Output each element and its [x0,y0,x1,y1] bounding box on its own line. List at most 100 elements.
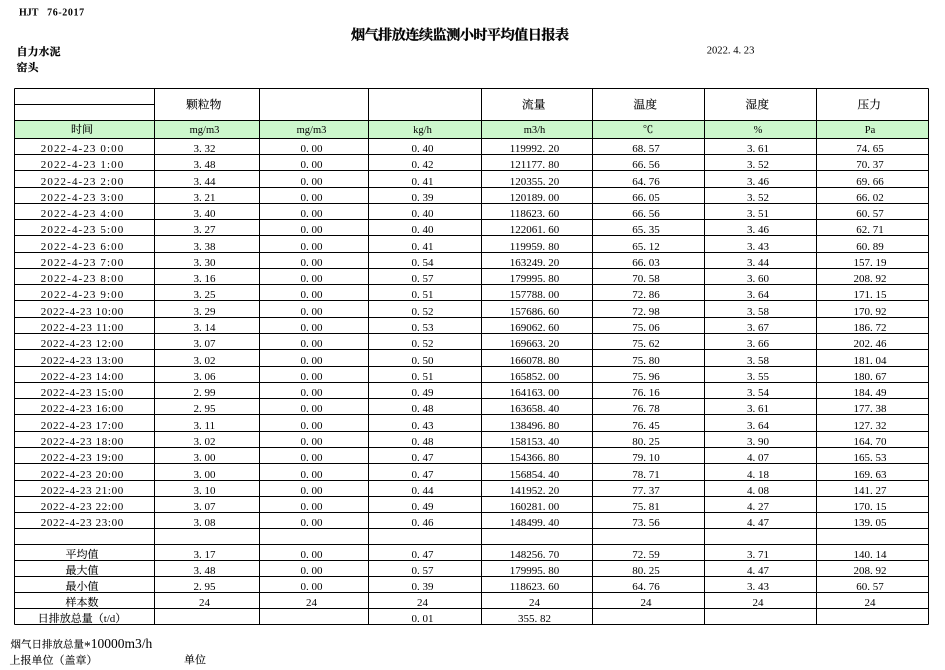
svg-text:2022-4-23 14:00: 2022-4-23 14:00 [41,371,124,383]
svg-text:40: 40 [423,208,435,220]
svg-text:68.: 68. [632,143,646,155]
svg-text:141952.: 141952. [510,485,546,497]
svg-text:66.: 66. [632,208,646,220]
svg-text:80: 80 [548,420,560,432]
svg-text:0.: 0. [412,338,421,350]
svg-text:89: 89 [873,241,885,253]
svg-text:15: 15 [876,501,888,513]
svg-text:0.: 0. [412,159,421,171]
svg-text:80.: 80. [632,436,646,448]
svg-text:45: 45 [649,420,661,432]
svg-text:0.: 0. [301,338,310,350]
svg-text:66.: 66. [632,257,646,269]
svg-text:3.: 3. [747,581,756,593]
svg-text:70: 70 [876,436,888,448]
svg-text:0.: 0. [301,143,310,155]
svg-text:0.: 0. [412,613,421,625]
svg-text:06: 06 [649,322,661,334]
svg-text:70.: 70. [632,273,646,285]
svg-text:66: 66 [758,338,770,350]
svg-text:0.: 0. [412,273,421,285]
svg-text:72.: 72. [632,549,646,561]
svg-text:07: 07 [758,452,770,464]
svg-text:08: 08 [758,485,770,497]
svg-text:3.: 3. [194,452,203,464]
svg-text:16: 16 [205,273,217,285]
svg-text:2022-4-23 12:00: 2022-4-23 12:00 [41,338,124,350]
svg-text:49: 49 [423,387,435,399]
svg-text:43: 43 [758,581,770,593]
svg-text:4.: 4. [747,452,756,464]
svg-text:10: 10 [205,485,217,497]
svg-text:3.: 3. [747,420,756,432]
svg-text:92: 92 [876,306,887,318]
svg-text:120189.: 120189. [510,192,546,204]
svg-text:29: 29 [205,306,217,318]
svg-text:0.: 0. [412,485,421,497]
svg-text:64.: 64. [632,176,646,188]
svg-text:2022-4-23 22:00: 2022-4-23 22:00 [41,501,124,513]
svg-text:2022-4-23 23:00: 2022-4-23 23:00 [41,517,124,529]
svg-text:2022-4-23 13:00: 2022-4-23 13:00 [41,355,124,367]
svg-text:3.: 3. [747,338,756,350]
svg-text:80: 80 [548,159,560,171]
svg-text:3.: 3. [747,176,756,188]
svg-text:3.: 3. [194,159,203,171]
svg-text:3.: 3. [194,306,203,318]
svg-text:54: 54 [758,387,770,399]
svg-text:24: 24 [641,597,653,609]
svg-text:0.: 0. [412,517,421,529]
svg-text:0.: 0. [301,501,310,513]
svg-text:39: 39 [423,581,435,593]
svg-text:75.: 75. [632,501,646,513]
svg-text:163249.: 163249. [510,257,546,269]
svg-text:0.: 0. [412,371,421,383]
svg-text:00: 00 [312,452,324,464]
svg-text:0.: 0. [301,289,310,301]
svg-text:56: 56 [649,517,661,529]
svg-text:10000m3/h: 10000m3/h [91,636,153,651]
svg-text:0.: 0. [301,192,310,204]
svg-text:37: 37 [649,485,661,497]
svg-text:82: 82 [540,613,551,625]
svg-text:58: 58 [758,306,770,318]
svg-text:62.: 62. [856,224,870,236]
svg-text:25: 25 [649,565,661,577]
svg-text:43: 43 [758,241,770,253]
svg-text:0.: 0. [301,273,310,285]
svg-text:57: 57 [423,565,435,577]
svg-text:119992.: 119992. [510,143,546,155]
svg-text:2022-4-23 18:00: 2022-4-23 18:00 [41,436,124,448]
svg-text:0.: 0. [412,469,421,481]
svg-text:48: 48 [205,159,217,171]
svg-text:27: 27 [758,501,770,513]
svg-text:00: 00 [312,387,324,399]
svg-text:208.: 208. [854,565,874,577]
svg-text:76: 76 [649,176,661,188]
svg-text:53: 53 [423,322,435,334]
svg-text:61: 61 [758,143,769,155]
svg-text:3.: 3. [747,371,756,383]
svg-text:17: 17 [205,549,217,561]
svg-text:51: 51 [423,371,434,383]
svg-text:158153.: 158153. [510,436,546,448]
svg-text:40: 40 [423,143,435,155]
svg-text:00: 00 [548,192,560,204]
svg-text:47: 47 [758,517,770,529]
svg-text:0.: 0. [412,403,421,415]
svg-text:122061.: 122061. [510,224,546,236]
svg-text:140.: 140. [854,549,874,561]
svg-text:0.: 0. [412,355,421,367]
svg-text:180.: 180. [854,371,874,383]
svg-text:120355.: 120355. [510,176,546,188]
svg-text:07: 07 [205,501,217,513]
svg-text:169663.: 169663. [510,338,546,350]
svg-text:48: 48 [205,565,217,577]
svg-text:154366.: 154366. [510,452,546,464]
svg-text:184.: 184. [854,387,874,399]
svg-text:4.: 4. [733,46,741,57]
svg-text:80.: 80. [632,565,646,577]
svg-text:38: 38 [876,403,888,415]
svg-text:20: 20 [548,485,560,497]
svg-text:73.: 73. [632,517,646,529]
